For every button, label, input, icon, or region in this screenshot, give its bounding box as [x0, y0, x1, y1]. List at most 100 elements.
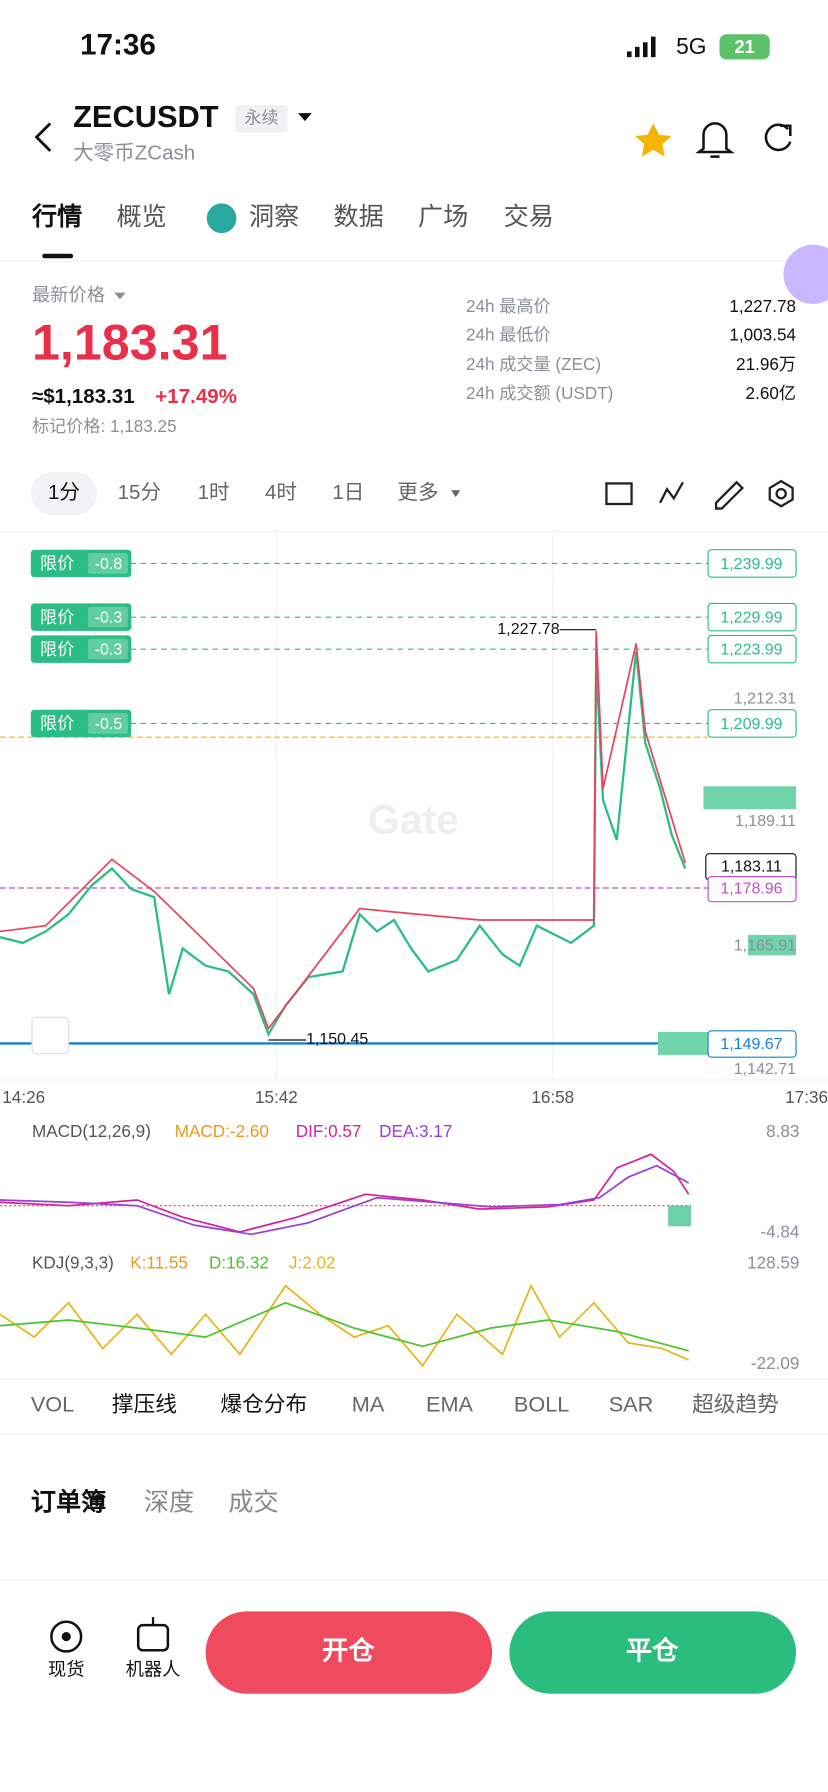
position-box — [707, 1030, 797, 1058]
stat-label: 24h 成交量 (ZEC) — [466, 354, 601, 374]
signal-icon — [626, 36, 656, 58]
chart-tools[interactable] — [605, 479, 794, 510]
interval[interactable]: 15分 — [118, 481, 161, 504]
tab[interactable]: 洞察 — [249, 203, 299, 231]
stat-value: 1,227.78 — [729, 296, 796, 316]
stat-value: 1,003.54 — [729, 325, 796, 345]
depth-bar — [748, 934, 797, 956]
indicator[interactable]: VOL — [31, 1391, 74, 1416]
indicator[interactable]: EMA — [426, 1391, 474, 1416]
stats: 24h 最高价 1,227.78 24h 最低价 1,003.54 24h 成交… — [466, 296, 797, 403]
network: 5G — [676, 33, 706, 59]
k-value: K:11.55 — [130, 1253, 188, 1273]
indicator[interactable]: SAR — [609, 1391, 654, 1416]
order-qty: -0.8 — [95, 556, 123, 573]
interval[interactable]: 1分 — [48, 481, 80, 504]
position-price: 1,149.67 — [720, 1036, 782, 1053]
order-price: 1,223.99 — [720, 642, 782, 659]
dif-value: DIF:0.57 — [296, 1121, 362, 1141]
indicator[interactable]: BOLL — [514, 1391, 569, 1416]
price-axis-label: 1,165.91 — [734, 938, 796, 955]
tab[interactable]: 概览 — [116, 203, 166, 231]
indicator[interactable]: 超级趋势 — [692, 1391, 779, 1416]
order-tag: 限价 — [40, 639, 74, 659]
divider — [0, 260, 828, 262]
interval[interactable]: 1日 — [332, 481, 364, 504]
price-label: 最新价格 — [32, 284, 105, 305]
interval[interactable]: 更多 — [397, 481, 438, 504]
usd-price: ≈$1,183.31 — [32, 385, 135, 408]
d-line — [0, 1301, 689, 1352]
tab[interactable]: 数据 — [333, 203, 383, 231]
tab[interactable]: 行情 — [31, 203, 82, 231]
order-tag: 限价 — [40, 607, 74, 627]
price-dropdown[interactable] — [114, 292, 126, 300]
kdj-min: -22.09 — [751, 1353, 800, 1373]
spot-button[interactable]: 现货 — [48, 1620, 85, 1680]
low-label: 1,150.45 — [306, 1031, 368, 1048]
high-label: 1,227.78 — [497, 621, 559, 638]
order-tag: 限价 — [40, 553, 74, 573]
share-icon[interactable] — [764, 123, 792, 152]
order-price: 1,239.99 — [720, 556, 782, 573]
order-line[interactable]: 限价 -0.5 1,209.99 — [30, 709, 797, 738]
alert-box — [707, 876, 797, 903]
book-tab[interactable]: 深度 — [144, 1489, 194, 1517]
interval[interactable]: 4时 — [265, 481, 297, 504]
tab[interactable]: 交易 — [504, 203, 554, 231]
order-qty: -0.5 — [95, 716, 123, 733]
book-tab[interactable]: 订单簿 — [31, 1488, 106, 1517]
stat-label: 24h 最高价 — [466, 296, 551, 316]
macd-min: -4.84 — [760, 1222, 799, 1242]
order-price: 1,229.99 — [720, 610, 782, 627]
order-line[interactable]: 限价 -0.8 1,239.99 — [30, 549, 797, 578]
robot-button[interactable]: 机器人 — [126, 1617, 181, 1680]
price-axis-label: 1,189.11 — [735, 813, 796, 830]
tab[interactable]: 广场 — [418, 203, 468, 231]
divider — [0, 1579, 828, 1581]
dea-value: DEA:3.17 — [379, 1121, 452, 1141]
symbol: ZECUSDT — [73, 99, 219, 134]
coin-name: 大零币ZCash — [73, 142, 195, 165]
back-button[interactable] — [34, 122, 52, 152]
interval[interactable]: 1时 — [198, 481, 230, 504]
close-button[interactable] — [509, 1611, 797, 1694]
current-price: 1,183.11 — [721, 859, 782, 876]
price-change: +17.49% — [155, 385, 237, 408]
watermark: Gate — [368, 797, 459, 843]
indicator[interactable]: 撑压线 — [112, 1391, 177, 1416]
divider — [0, 1378, 828, 1380]
price-line — [0, 651, 687, 1037]
order-qty: -0.3 — [95, 642, 123, 659]
depth-bar — [657, 1032, 709, 1055]
open-button[interactable] — [205, 1611, 493, 1694]
stat-label: 24h 成交额 (USDT) — [466, 383, 613, 403]
contract-tag: 永续 — [244, 107, 278, 127]
indicator[interactable]: MA — [352, 1391, 385, 1416]
dea-line — [0, 1164, 690, 1236]
j-line — [0, 1283, 690, 1368]
macd-panel: MACD(12,26,9) MACD:-2.60 DIF:0.57 DEA:3.… — [0, 1121, 800, 1242]
more-dropdown[interactable] — [451, 490, 461, 498]
order-line[interactable]: 限价 -0.3 1,229.99 — [30, 602, 797, 632]
price-axis-label: 1,212.31 — [734, 691, 796, 708]
stat-label: 24h 最低价 — [466, 325, 551, 345]
time-label: 14:26 — [2, 1087, 45, 1107]
expand-button[interactable] — [31, 1016, 70, 1055]
assistant-bubble[interactable] — [783, 244, 828, 304]
dif-line — [0, 1153, 690, 1233]
favorite-star[interactable] — [634, 123, 672, 157]
kdj-panel: KDJ(9,3,3) K:11.55 D:16.32 J:2.02 128.59… — [0, 1253, 800, 1373]
kdj-max: 128.59 — [747, 1253, 799, 1273]
d-value: D:16.32 — [209, 1253, 269, 1273]
last-price: 1,183.31 — [32, 315, 228, 371]
j-value: J:2.02 — [289, 1253, 336, 1273]
symbol-dropdown[interactable] — [298, 113, 312, 122]
book-tab[interactable]: 成交 — [228, 1489, 278, 1517]
indicator[interactable]: 爆仓分布 — [220, 1391, 307, 1416]
ai-icon — [206, 203, 237, 234]
alert-bell[interactable] — [695, 122, 735, 158]
order-line[interactable]: 限价 -0.3 1,223.99 — [30, 634, 797, 664]
time-label: 16:58 — [531, 1087, 574, 1107]
